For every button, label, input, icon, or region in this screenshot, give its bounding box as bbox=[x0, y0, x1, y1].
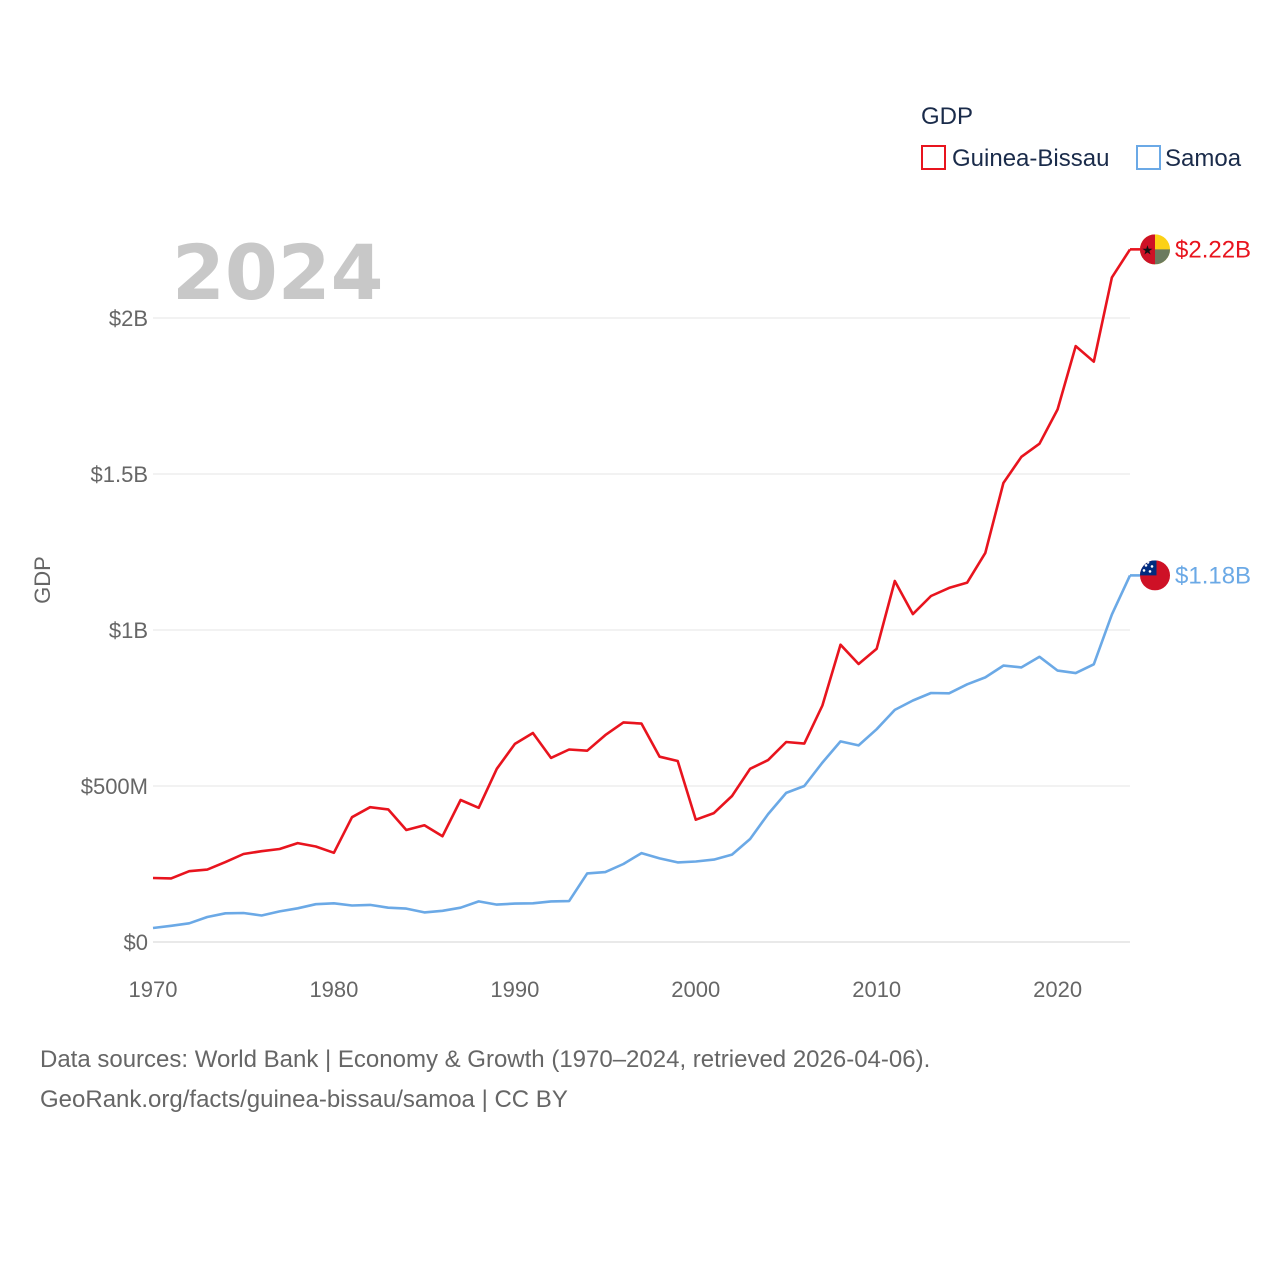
y-tick-label: $500M bbox=[81, 774, 148, 799]
series-line-samoa bbox=[152, 574, 1132, 930]
svg-text:★: ★ bbox=[1142, 243, 1154, 258]
y-axis-label: GDP bbox=[30, 556, 55, 604]
guinea-bissau-flag-icon: ★ bbox=[1140, 234, 1170, 265]
legend-label-samoa: Samoa bbox=[1165, 145, 1242, 172]
legend: GDP Guinea-Bissau Samoa bbox=[921, 103, 1242, 172]
legend-swatch-guinea-bissau bbox=[921, 145, 946, 170]
y-tick-label: $1.5B bbox=[91, 462, 149, 487]
x-tick-label: 2020 bbox=[1033, 977, 1082, 1002]
series-line-guinea-bissau bbox=[152, 248, 1132, 880]
y-axis-ticks: $0 $500M $1B $1.5B $2B bbox=[81, 306, 148, 955]
series-end-markers: ★ $2.22B $1.18B bbox=[1130, 234, 1251, 591]
y-tick-label: $2B bbox=[109, 306, 148, 331]
x-tick-label: 1970 bbox=[129, 977, 178, 1002]
x-tick-label: 2010 bbox=[852, 977, 901, 1002]
samoa-flag-icon bbox=[1140, 560, 1170, 591]
y-tick-label: $0 bbox=[124, 930, 148, 955]
y-tick-label: $1B bbox=[109, 618, 148, 643]
source-line: Data sources: World Bank | Economy & Gro… bbox=[40, 1046, 931, 1073]
license-line[interactable]: GeoRank.org/facts/guinea-bissau/samoa | … bbox=[40, 1086, 568, 1113]
legend-swatch-samoa bbox=[1136, 145, 1161, 170]
legend-item-samoa[interactable]: Samoa bbox=[1136, 145, 1242, 172]
series-group bbox=[152, 248, 1132, 930]
x-axis-ticks: 1970 1980 1990 2000 2010 2020 bbox=[129, 977, 1083, 1002]
gridlines bbox=[153, 317, 1130, 787]
legend-item-guinea-bissau[interactable]: Guinea-Bissau bbox=[921, 145, 1109, 172]
source-footer: Data sources: World Bank | Economy & Gro… bbox=[40, 1040, 1240, 1120]
legend-label-guinea-bissau: Guinea-Bissau bbox=[952, 145, 1109, 172]
x-tick-label: 1980 bbox=[309, 977, 358, 1002]
end-value-label-guinea-bissau: $2.22B bbox=[1175, 236, 1251, 263]
legend-title: GDP bbox=[921, 103, 973, 130]
x-tick-label: 2000 bbox=[671, 977, 720, 1002]
x-tick-label: 1990 bbox=[490, 977, 539, 1002]
year-label: 2024 bbox=[172, 228, 384, 317]
end-value-label-samoa: $1.18B bbox=[1175, 562, 1251, 589]
